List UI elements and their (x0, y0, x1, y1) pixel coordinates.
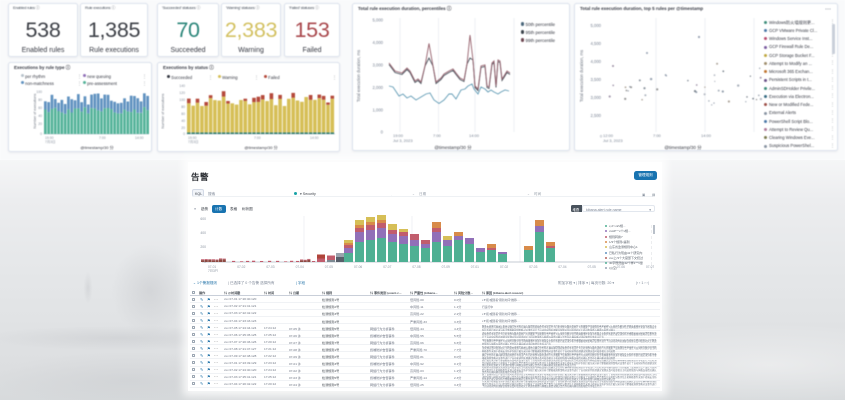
svg-text:07-05: 07-05 (325, 265, 333, 269)
svg-text:Jul 3, 2023: Jul 3, 2023 (393, 138, 413, 143)
svg-text:600: 600 (200, 217, 206, 221)
svg-text:07-09: 07-09 (442, 265, 450, 269)
svg-text:07-01: 07-01 (471, 265, 479, 269)
svg-text:60: 60 (181, 112, 185, 116)
svg-text:19:00: 19:00 (188, 136, 197, 140)
svg-text:14:00: 14:00 (135, 136, 144, 140)
svg-text:07-07: 07-07 (383, 265, 391, 269)
svg-text:@timestamp/30 分: @timestamp/30 分 (244, 144, 277, 150)
svg-text:@timestamp/30 分: @timestamp/30 分 (664, 144, 702, 151)
svg-text:Number of executions: Number of executions (33, 93, 37, 128)
svg-text:3,000: 3,000 (373, 63, 384, 68)
svg-text:5,000: 5,000 (591, 23, 602, 28)
svg-text:100: 100 (179, 98, 185, 102)
svg-text:0: 0 (381, 130, 384, 135)
svg-text:@timestamp/30 分: @timestamp/30 分 (434, 144, 472, 151)
svg-text:3,500: 3,500 (591, 77, 602, 82)
svg-text:80: 80 (181, 105, 185, 109)
svg-text:0: 0 (183, 132, 185, 136)
svg-text:3,000: 3,000 (591, 95, 602, 100)
svg-text:07-06: 07-06 (354, 265, 362, 269)
svg-text:07-03: 07-03 (529, 265, 537, 269)
svg-text:140: 140 (179, 84, 185, 88)
svg-text:4,500: 4,500 (591, 41, 602, 46)
svg-text:@timestamp/30 分: @timestamp/30 分 (80, 144, 113, 150)
svg-text:7月3日: 7月3日 (188, 140, 199, 144)
svg-text:7:00: 7:00 (99, 136, 106, 140)
svg-text:20: 20 (181, 126, 185, 130)
svg-text:0: 0 (40, 132, 42, 136)
svg-text:07-02: 07-02 (500, 265, 508, 269)
svg-text:07-08: 07-08 (412, 265, 420, 269)
svg-text:07-03: 07-03 (266, 265, 274, 269)
svg-text:07-05: 07-05 (588, 265, 596, 269)
svg-text:7:00: 7:00 (254, 136, 261, 140)
svg-text:07-04: 07-04 (296, 265, 304, 269)
svg-text:5,000: 5,000 (373, 18, 384, 23)
svg-text:0: 0 (600, 135, 602, 139)
svg-text:19:00: 19:00 (45, 136, 54, 140)
svg-text:120: 120 (179, 91, 185, 95)
svg-text:7:00: 7:00 (433, 133, 442, 138)
svg-text:19:00: 19:00 (393, 133, 404, 138)
svg-text:07-07: 07-07 (646, 265, 654, 269)
svg-text:80: 80 (38, 98, 42, 102)
svg-text:Total execution duration, ms: Total execution duration, ms (356, 50, 361, 102)
svg-text:7月3日: 7月3日 (208, 269, 218, 272)
svg-text:400: 400 (200, 231, 206, 235)
svg-text:14:00: 14:00 (310, 136, 319, 140)
svg-text:07-06: 07-06 (617, 265, 625, 269)
svg-text:14:00: 14:00 (701, 133, 712, 138)
svg-text:07-04: 07-04 (558, 265, 566, 269)
svg-text:200: 200 (200, 245, 206, 249)
svg-text:7月3日: 7月3日 (45, 140, 56, 144)
svg-text:1,000: 1,000 (373, 108, 384, 113)
svg-text:4,000: 4,000 (373, 40, 384, 45)
svg-text:07-02: 07-02 (237, 265, 245, 269)
svg-text:Total execution duration, ms: Total execution duration, ms (579, 50, 584, 102)
svg-text:2,000: 2,000 (373, 85, 384, 90)
svg-text:100: 100 (36, 90, 42, 94)
svg-text:40: 40 (38, 114, 42, 118)
svg-text:12:00: 12:00 (603, 133, 614, 138)
svg-text:07-01: 07-01 (208, 265, 216, 269)
svg-text:4,000: 4,000 (591, 59, 602, 64)
svg-text:Jul 3, 2023: Jul 3, 2023 (603, 138, 623, 143)
svg-text:Number of executions: Number of executions (161, 93, 165, 128)
svg-text:7:00: 7:00 (653, 133, 662, 138)
svg-text:40: 40 (181, 119, 185, 123)
svg-text:60: 60 (38, 106, 42, 110)
svg-text:20: 20 (38, 122, 42, 126)
svg-text:14:00: 14:00 (469, 133, 480, 138)
svg-text:2,500: 2,500 (591, 113, 602, 118)
